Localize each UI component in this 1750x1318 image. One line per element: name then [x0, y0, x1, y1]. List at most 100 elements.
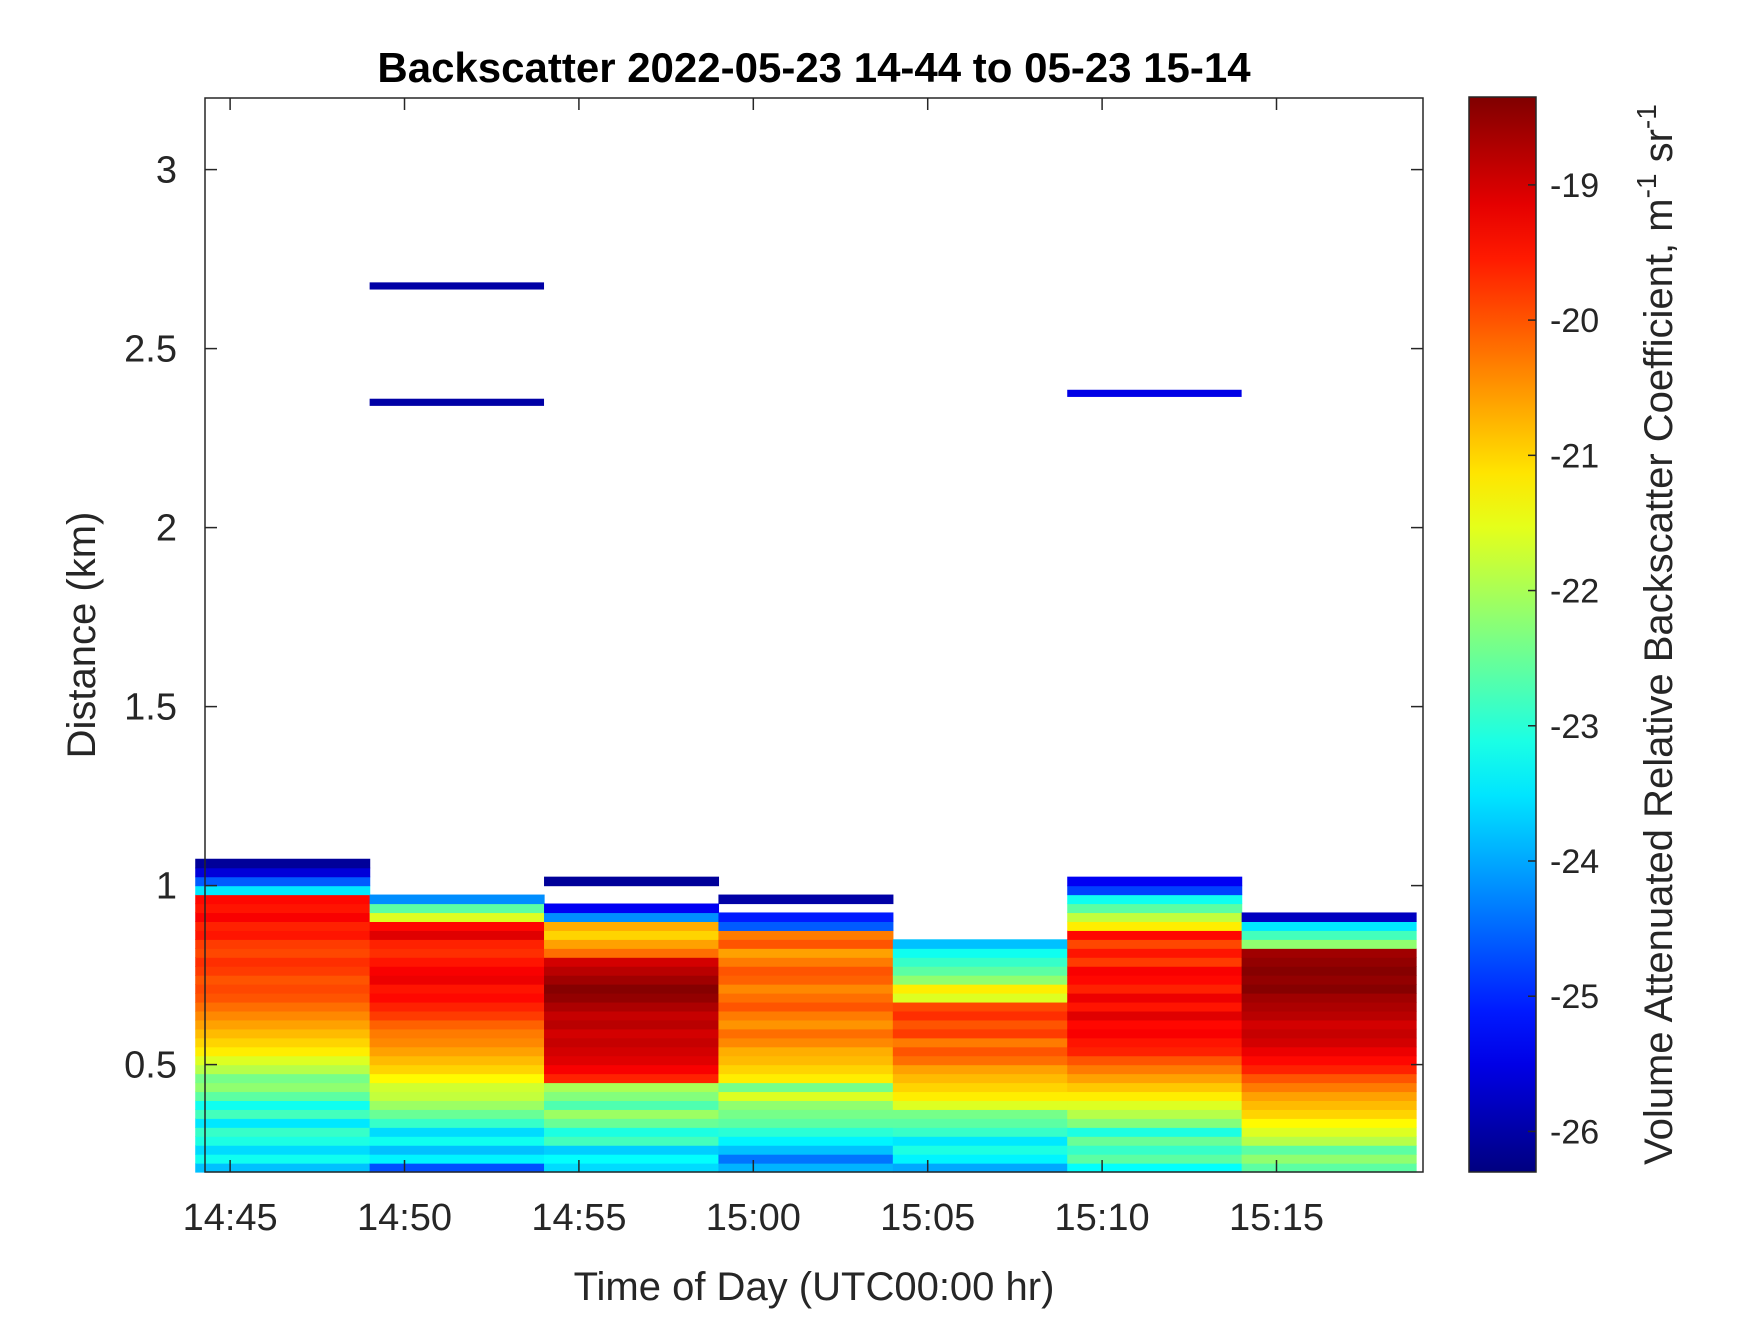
heatmap-cell-c4-r14 [892, 1037, 1068, 1048]
y-tick-label: 1 [156, 866, 177, 908]
heatmap-cell-c2-r17 [544, 1010, 720, 1021]
heatmap-cell-c3-r24 [718, 948, 894, 958]
heatmap-cell-c6-r22 [1241, 966, 1417, 976]
heatmap-cell-c0-r9 [195, 1082, 371, 1093]
heatmap-cell-c5-r16 [1067, 1019, 1243, 1030]
heatmap-cell-c1-r13 [369, 1046, 545, 1057]
heatmap-cell-c2-r5 [544, 1118, 720, 1128]
heatmap-cell-c6-r5 [1241, 1118, 1417, 1128]
heatmap-cell-c2-r19 [544, 993, 720, 1003]
heatmap-cell-c2-r10 [544, 1073, 720, 1084]
heatmap-cell-c6-r16 [1241, 1019, 1417, 1030]
heatmap-cell-c1-r2 [369, 1145, 545, 1155]
heatmap-cell-c2-r22 [544, 966, 720, 976]
heatmap-cell-c2-r14 [544, 1037, 720, 1048]
heatmap-cell-c4-r13 [892, 1046, 1068, 1057]
heatmap-cell-c4-r0 [892, 1163, 1068, 1173]
heatmap-cell-c0-r30 [195, 894, 371, 905]
heatmap-cell-c4-r2 [892, 1145, 1068, 1155]
heatmap-cell-c1-r28 [369, 912, 545, 922]
heatmap-cell-c1-r10 [369, 1073, 545, 1084]
heatmap-cell-c3-r18 [718, 1001, 894, 1012]
heatmap-cell-c0-r10 [195, 1073, 371, 1084]
heatmap-cell-c5-r21 [1067, 975, 1243, 985]
heatmap-cell-c2-r28 [544, 912, 720, 922]
heatmap-cell-c1-r24 [369, 948, 545, 958]
heatmap-cell-c3-r16 [718, 1019, 894, 1030]
heatmap-cell-c6-r12 [1241, 1055, 1417, 1066]
colorbar-label: Volume Attenuated Relative Backscatter C… [1631, 104, 1681, 1165]
heatmap-cell-c6-r24 [1241, 948, 1417, 958]
heatmap-cell-c5-r18 [1067, 1001, 1243, 1012]
heatmap-cell-c2-r8 [544, 1091, 720, 1101]
heatmap-cell-c5-r10 [1067, 1073, 1243, 1084]
heatmap-cell-c4-r7 [892, 1100, 1068, 1110]
x-tick-label: 14:55 [531, 1197, 626, 1239]
heatmap-cell-c3-r27 [718, 921, 894, 931]
x-tick-label: 14:45 [183, 1197, 278, 1239]
heatmap-cell-c0-r33 [195, 867, 371, 878]
heatmap-cell-c2-r4 [544, 1127, 720, 1137]
heatmap-cell-c4-r24 [892, 948, 1068, 958]
heatmap-cell-c5-r3 [1067, 1136, 1243, 1146]
heatmap-cell-c1-r8 [369, 1091, 545, 1101]
heatmap-cell-c4-r9 [892, 1082, 1068, 1093]
heatmap-cell-c3-r19 [718, 993, 894, 1003]
heatmap-cell-c5-r8 [1067, 1091, 1243, 1101]
heatmap-cell-c5-r22 [1067, 966, 1243, 976]
heatmap-cell-c1-r26 [369, 930, 545, 940]
heatmap-cell-c4-r6 [892, 1109, 1068, 1119]
heatmap-cell-c2-r2 [544, 1145, 720, 1155]
heatmap-cell-c2-r23 [544, 957, 720, 967]
heatmap-cell-c1-r27 [369, 921, 545, 931]
heatmap-cell-c2-r29 [544, 903, 720, 914]
heatmap-cell-c5-r7 [1067, 1100, 1243, 1110]
heatmap-cell-c1-r1 [369, 1154, 545, 1164]
heatmap-cell-c4-r21 [892, 975, 1068, 985]
heatmap-cell-c5-r0 [1067, 1163, 1243, 1173]
heatmap-cell-c0-r1 [195, 1154, 371, 1164]
x-tick-label: 14:50 [357, 1197, 452, 1239]
heatmap-cell-c2-r11 [544, 1064, 720, 1075]
heatmap-cell-c5-r27 [1067, 921, 1243, 931]
heatmap-cell-c4-r18 [892, 1001, 1068, 1012]
heatmap-cell-c2-r6 [544, 1109, 720, 1119]
heatmap-cell-c5-r12 [1067, 1055, 1243, 1066]
y-tick-label: 2.5 [124, 329, 177, 371]
heatmap-cell-c1-r16 [369, 1019, 545, 1030]
heatmap-cell-c6-r18 [1241, 1001, 1417, 1012]
heatmap-cell-c3-r30 [718, 894, 894, 905]
y-tick-label: 2 [156, 508, 177, 550]
heatmap-cell-c1-r4 [369, 1127, 545, 1137]
heatmap-cell-c2-r24 [544, 948, 720, 958]
heatmap-cell-c1-r15 [369, 1028, 545, 1039]
elevated-layers [369, 282, 1242, 406]
y-axis: 0.5 1 1.5 2 2.5 3 [124, 150, 1423, 1087]
heatmap-cell-c1-r17 [369, 1010, 545, 1021]
heatmap-cell-c6-r1 [1241, 1154, 1417, 1164]
heatmap-cell-c3-r17 [718, 1010, 894, 1021]
heatmap-cell-c1-r9 [369, 1082, 545, 1093]
heatmap-cell-c3-r23 [718, 957, 894, 967]
heatmap-cell-c6-r19 [1241, 993, 1417, 1003]
heatmap-cell-c2-r12 [544, 1055, 720, 1066]
heatmap-cell-c6-r11 [1241, 1064, 1417, 1075]
heatmap-cell-c1-r11 [369, 1064, 545, 1075]
heatmap-cell-c0-r13 [195, 1046, 371, 1057]
heatmap-cell-c0-r12 [195, 1055, 371, 1066]
heatmap-cell-c5-r14 [1067, 1037, 1243, 1048]
heatmap-cell-c1-r19 [369, 993, 545, 1003]
heatmap-cell-c1-r22 [369, 966, 545, 976]
heatmap-cell-c6-r21 [1241, 975, 1417, 985]
heatmap-cell-c0-r16 [195, 1019, 371, 1030]
heatmap-cell-c2-r26 [544, 930, 720, 940]
heatmap-cell-c0-r24 [195, 948, 371, 958]
heatmap-cell-c5-r6 [1067, 1109, 1243, 1119]
heatmap-cell-c1-r25 [369, 939, 545, 949]
heatmap-cell-c0-r5 [195, 1118, 371, 1128]
heatmap-cell-c3-r12 [718, 1055, 894, 1066]
heatmap-cell-c1-r23 [369, 957, 545, 967]
heatmap-cell-c2-r25 [544, 939, 720, 949]
heatmap-cell-c0-r29 [195, 903, 371, 914]
heatmap-cell-c2-r32 [544, 876, 720, 887]
